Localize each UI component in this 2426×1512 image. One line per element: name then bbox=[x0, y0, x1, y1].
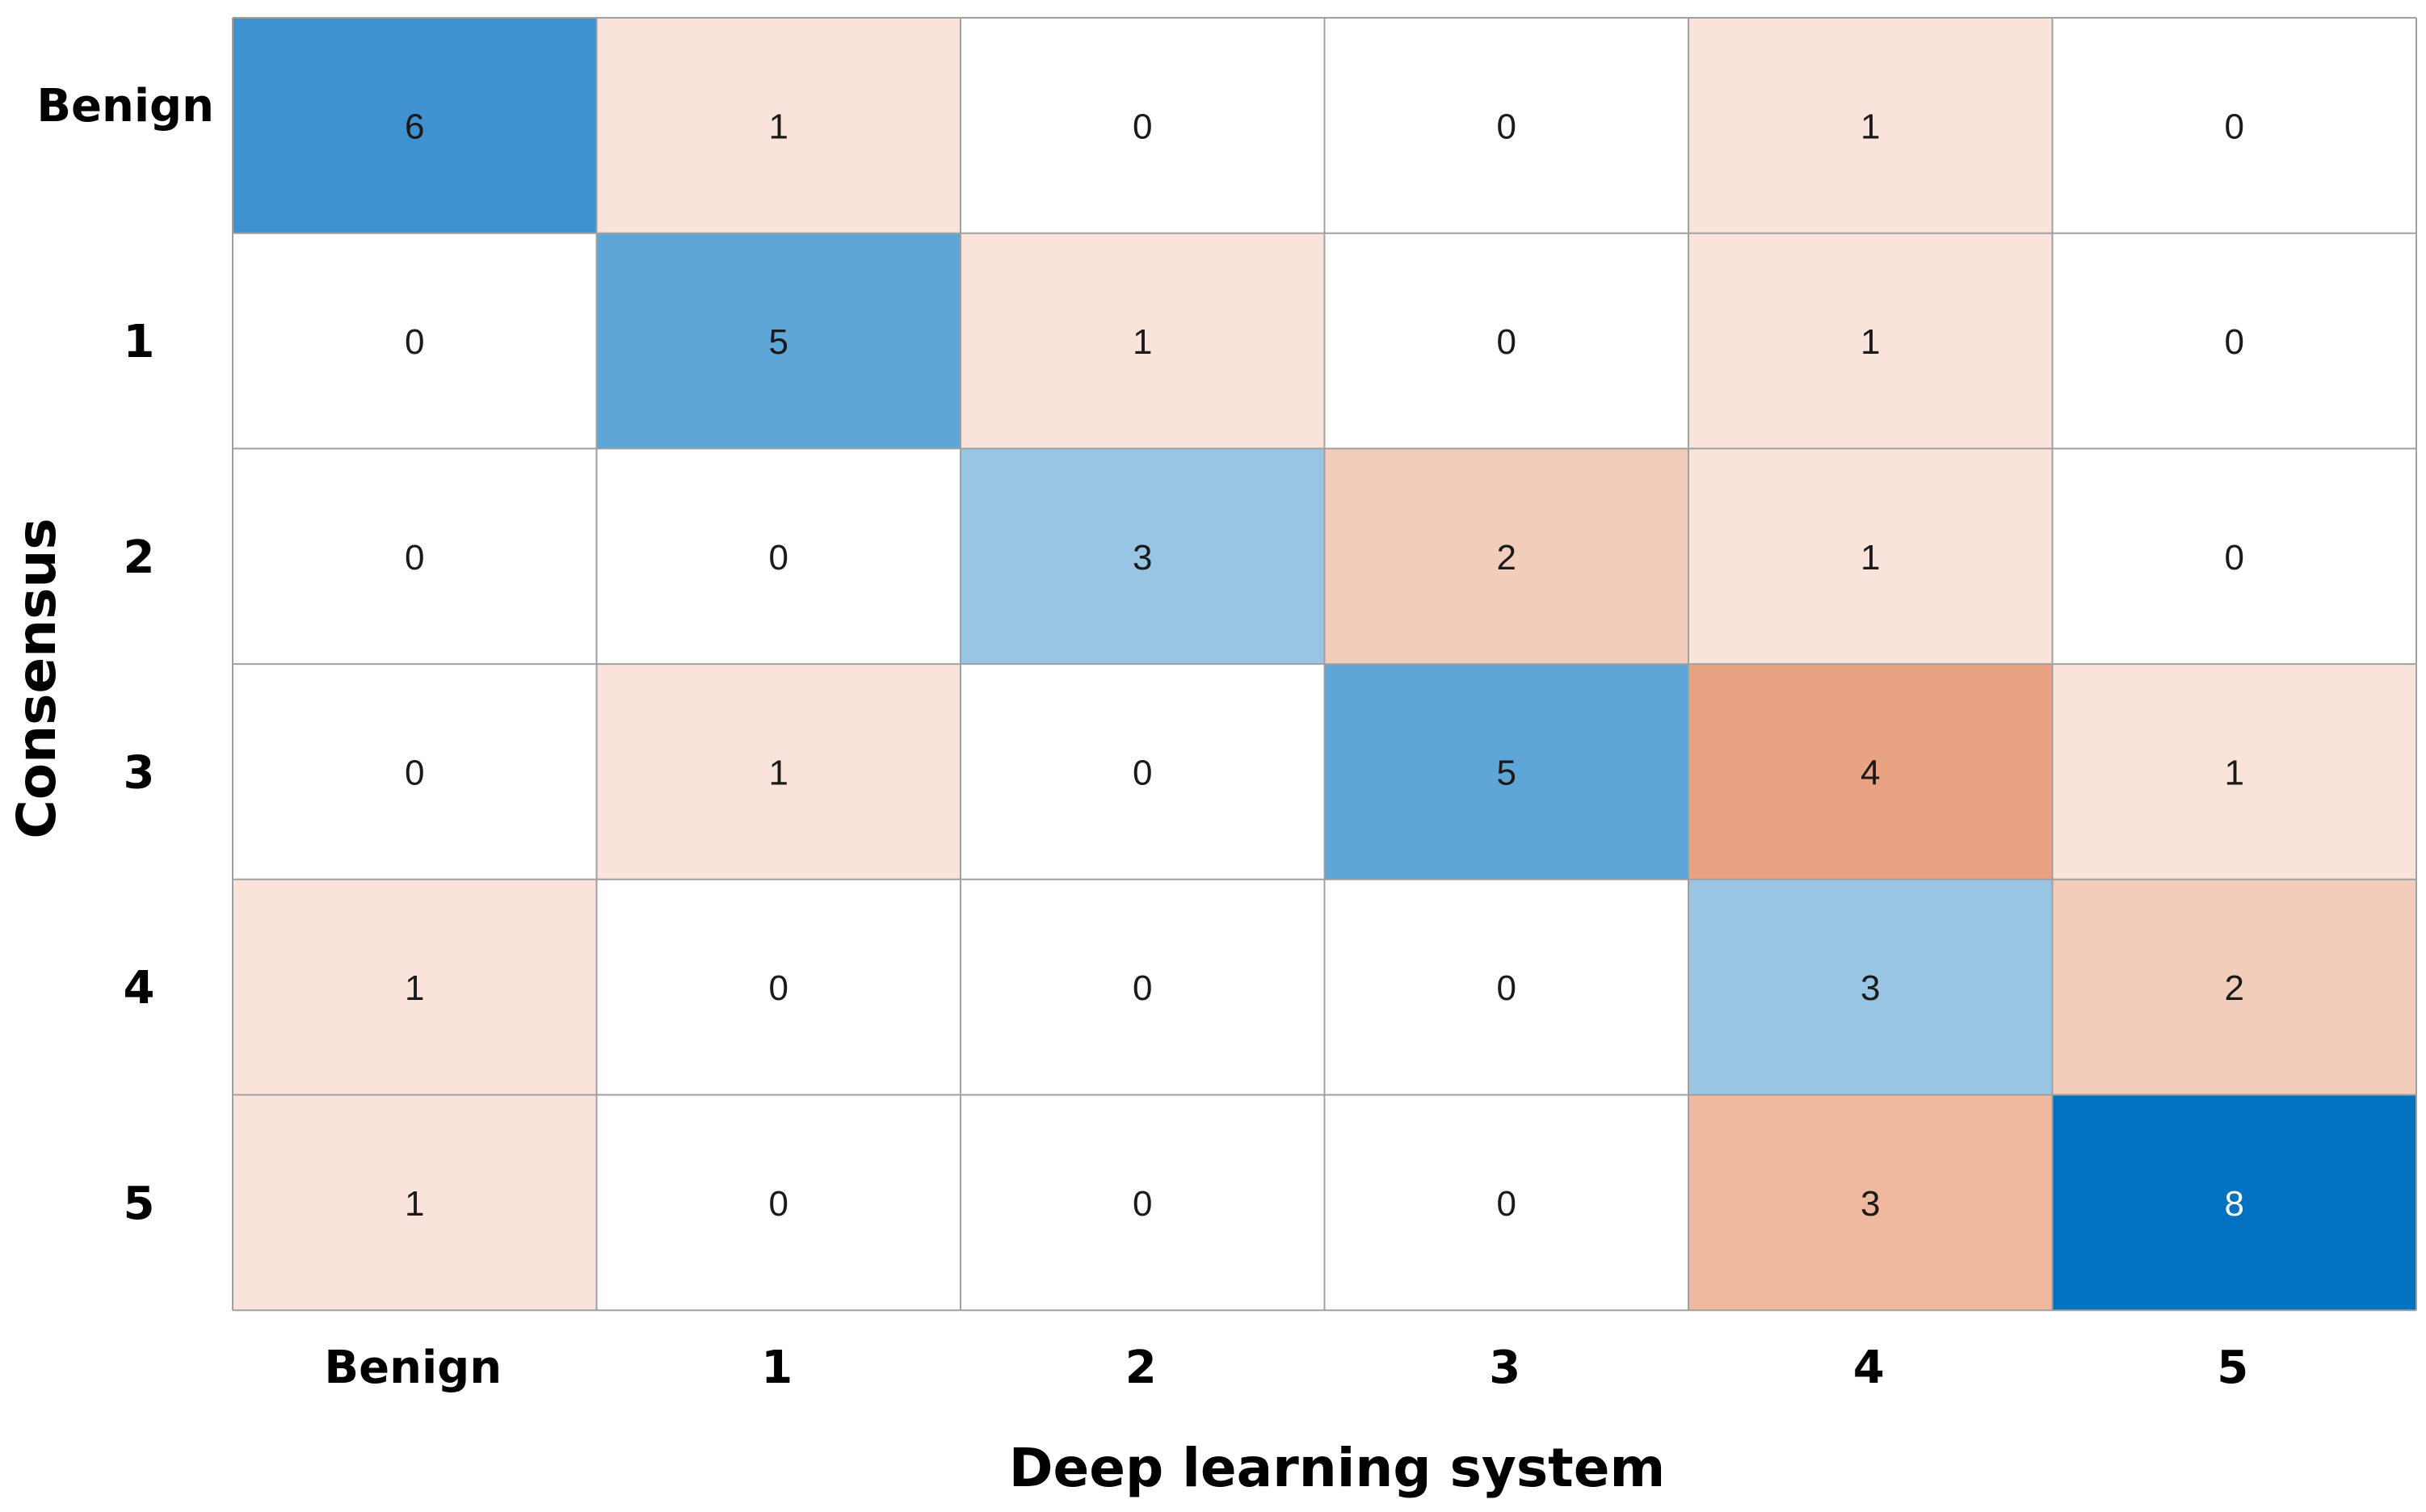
x-tick-label: 4 bbox=[1853, 1342, 1885, 1394]
heatmap-cell bbox=[233, 233, 597, 449]
x-tick-label: Benign bbox=[324, 1342, 502, 1394]
cell-value-label: 1 bbox=[1860, 107, 1880, 146]
heatmap-gridlines bbox=[232, 17, 2417, 1312]
cell-value-label: 3 bbox=[1860, 968, 1880, 1008]
heatmap-cell bbox=[1688, 664, 2053, 880]
cell-value-label: 3 bbox=[1133, 538, 1152, 578]
y-tick-label: 5 bbox=[124, 1178, 155, 1230]
cell-value-label: 0 bbox=[1133, 107, 1152, 146]
heatmap-cell bbox=[1688, 18, 2053, 233]
cell-value-label: 1 bbox=[769, 107, 788, 146]
heatmap-cell bbox=[596, 879, 961, 1095]
heatmap-cell bbox=[2052, 1094, 2416, 1311]
y-axis-tick-labels: Benign 1 2 3 4 5 bbox=[36, 80, 214, 1230]
cell-value-label: 8 bbox=[2225, 1184, 2244, 1224]
cell-value-label: 0 bbox=[769, 968, 788, 1008]
x-tick-label: 5 bbox=[2217, 1342, 2248, 1394]
cell-value-label: 4 bbox=[1860, 753, 1880, 792]
cell-value-label: 0 bbox=[1497, 1184, 1516, 1224]
heatmap-cell bbox=[2052, 18, 2416, 233]
cell-value-label: 0 bbox=[405, 538, 424, 578]
heatmap-cell bbox=[596, 18, 961, 233]
x-tick-label: 2 bbox=[1125, 1342, 1157, 1394]
cell-value-label: 0 bbox=[1133, 753, 1152, 792]
cell-value-label: 0 bbox=[2225, 107, 2244, 146]
cell-value-label: 0 bbox=[1133, 968, 1152, 1008]
heatmap-cell bbox=[961, 879, 1325, 1095]
heatmap-cell bbox=[233, 1094, 597, 1311]
y-tick-label: 3 bbox=[124, 746, 155, 799]
heatmap-cell bbox=[233, 879, 597, 1095]
cell-value-label: 1 bbox=[1860, 322, 1880, 362]
cell-value-label: 5 bbox=[769, 322, 788, 362]
cell-value-label: 0 bbox=[1497, 322, 1516, 362]
x-axis-title: Deep learning system bbox=[1009, 1437, 1666, 1499]
y-tick-label: 2 bbox=[124, 531, 155, 584]
x-tick-label: 3 bbox=[1489, 1342, 1520, 1394]
cell-value-label: 0 bbox=[769, 538, 788, 578]
cell-value-label: 1 bbox=[405, 1184, 424, 1224]
cell-value-label: 2 bbox=[1497, 538, 1516, 578]
heatmap-cell bbox=[961, 1094, 1325, 1311]
heatmap-cell bbox=[1324, 664, 1688, 880]
heatmap-cell bbox=[1324, 1094, 1688, 1311]
y-tick-label: 4 bbox=[124, 962, 155, 1014]
heatmap-cell bbox=[1688, 879, 2053, 1095]
heatmap-cells bbox=[233, 18, 2416, 1311]
heatmap-cell bbox=[596, 233, 961, 449]
cell-value-label: 0 bbox=[2225, 322, 2244, 362]
cell-value-label: 3 bbox=[1860, 1184, 1880, 1224]
cell-value-label: 1 bbox=[405, 968, 424, 1008]
cell-value-label: 0 bbox=[405, 322, 424, 362]
heatmap-cell bbox=[1324, 879, 1688, 1095]
heatmap-cell bbox=[2052, 664, 2416, 880]
heatmap-cell bbox=[961, 664, 1325, 880]
heatmap-cell bbox=[1324, 233, 1688, 449]
cell-value-label: 6 bbox=[405, 107, 424, 146]
heatmap-cell bbox=[1688, 233, 2053, 449]
heatmap-cell bbox=[1324, 18, 1688, 233]
cell-value-label: 0 bbox=[1133, 1184, 1152, 1224]
cell-value-label: 1 bbox=[2225, 753, 2244, 792]
heatmap-cell bbox=[961, 448, 1325, 665]
y-tick-label: 1 bbox=[124, 316, 155, 368]
cell-value-label: 0 bbox=[405, 753, 424, 792]
heatmap-cell bbox=[596, 448, 961, 665]
heatmap-cell bbox=[233, 664, 597, 880]
heatmap-cell bbox=[1688, 1094, 2053, 1311]
x-axis-tick-labels: Benign 1 2 3 4 5 bbox=[324, 1342, 2248, 1394]
cell-value-label: 0 bbox=[2225, 538, 2244, 578]
cell-value-label: 1 bbox=[1860, 538, 1880, 578]
heatmap-cell bbox=[961, 233, 1325, 449]
cell-value-label: 0 bbox=[769, 1184, 788, 1224]
heatmap-cell bbox=[596, 664, 961, 880]
cell-value-label: 5 bbox=[1497, 753, 1516, 792]
heatmap-cell bbox=[1324, 448, 1688, 665]
heatmap-cell bbox=[2052, 879, 2416, 1095]
heatmap-cell bbox=[596, 1094, 961, 1311]
heatmap-cell bbox=[2052, 448, 2416, 665]
cell-value-label: 0 bbox=[1497, 107, 1516, 146]
y-tick-label: Benign bbox=[36, 80, 214, 132]
heatmap-cell-labels: 6 1 0 0 1 00 5 1 0 1 00 0 3 2 1 00 1 0 5 4 11 0 0 0 3 21 0 0 0 3 8 bbox=[405, 107, 2244, 1224]
y-axis-title: Consensus bbox=[6, 518, 68, 838]
heatmap-cell bbox=[233, 18, 597, 233]
cell-value-label: 2 bbox=[2225, 968, 2244, 1008]
heatmap-cell bbox=[233, 448, 597, 665]
heatmap-cell bbox=[961, 18, 1325, 233]
cell-value-label: 0 bbox=[1497, 968, 1516, 1008]
heatmap-cell bbox=[1688, 448, 2053, 665]
heatmap-cell bbox=[2052, 233, 2416, 449]
x-tick-label: 1 bbox=[761, 1342, 793, 1394]
cell-value-label: 1 bbox=[1133, 322, 1152, 362]
cell-value-label: 1 bbox=[769, 753, 788, 792]
